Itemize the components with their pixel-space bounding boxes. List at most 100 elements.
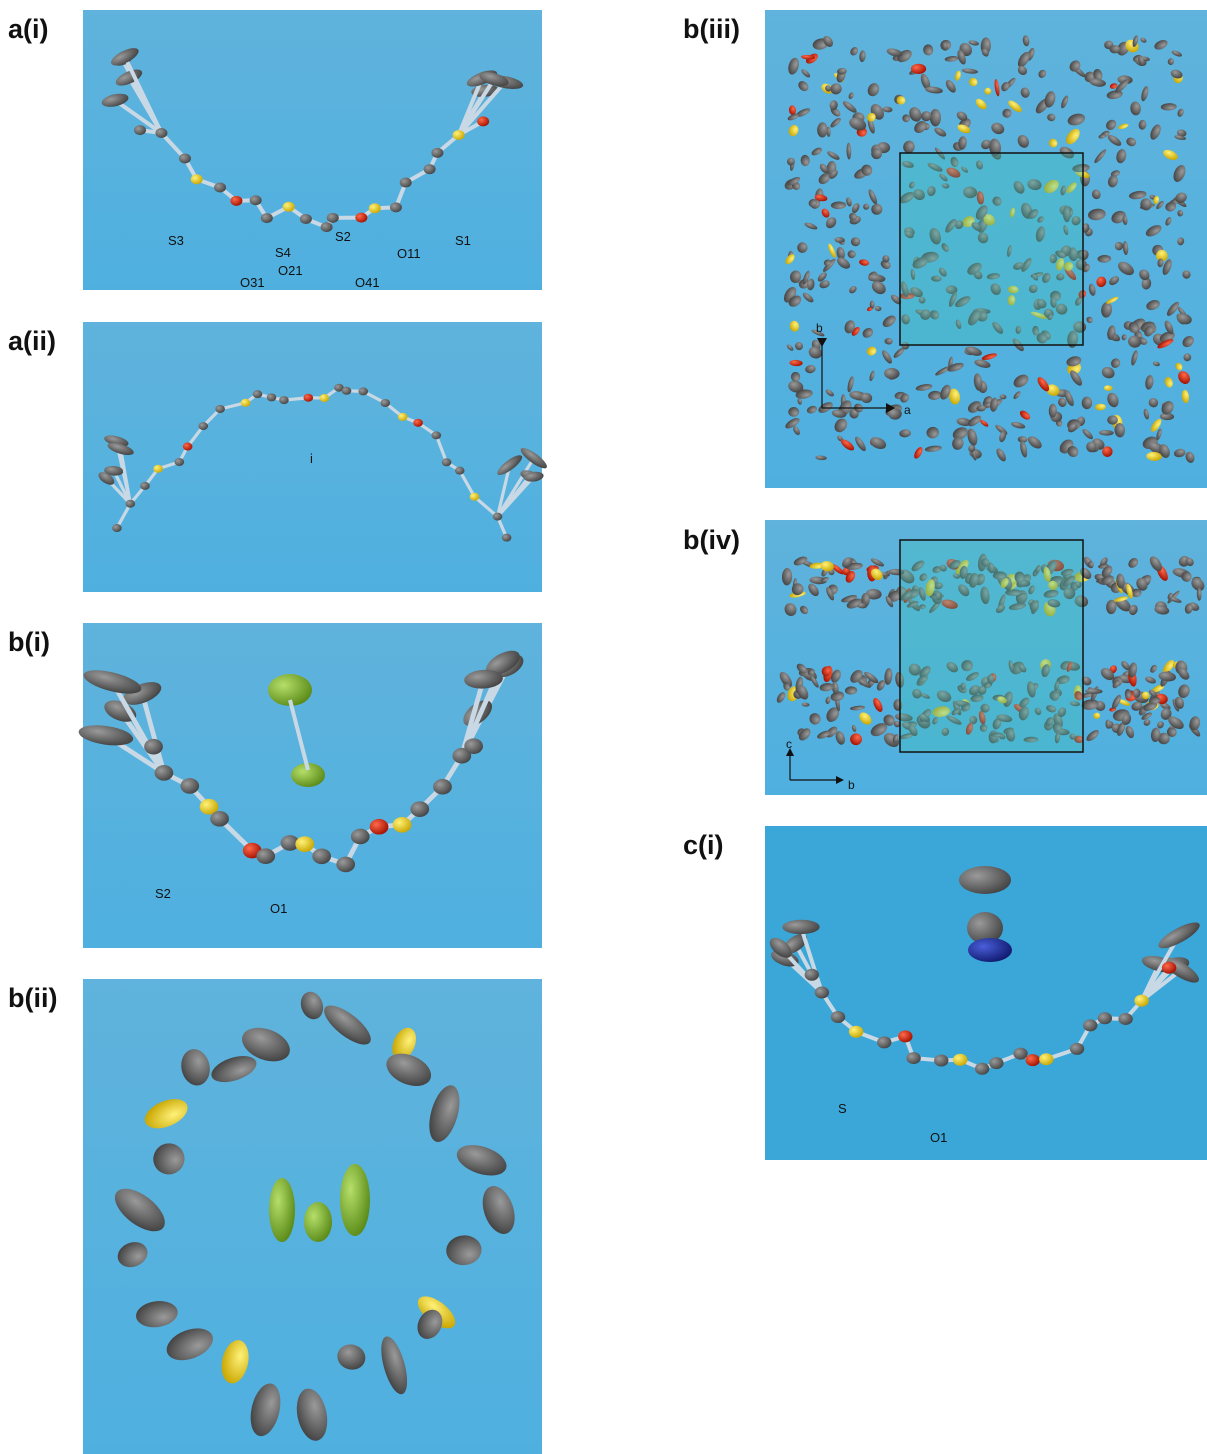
atom: [342, 387, 352, 395]
figure: a(i) a(ii) b(i) b(ii) b(iii) b(iv) c(i) …: [0, 0, 1207, 1454]
atom: [327, 213, 339, 223]
atom: [134, 125, 146, 135]
atom-label: O1: [930, 1130, 947, 1145]
atom: [180, 778, 199, 794]
atom: [369, 203, 381, 213]
atom: [934, 1055, 948, 1067]
atom: [191, 174, 203, 184]
atom: [1162, 962, 1176, 974]
atom: [1082, 397, 1093, 410]
atom: [279, 396, 289, 404]
atom-label: O41: [355, 275, 380, 290]
atom: [877, 1036, 891, 1048]
guest-atom: [968, 938, 1012, 962]
panel-label: a(i): [8, 14, 49, 44]
axis-label: b: [848, 778, 855, 792]
atom: [849, 1026, 863, 1038]
atom: [1134, 995, 1148, 1007]
atom-label: S2: [155, 886, 171, 901]
atom: [1039, 1053, 1053, 1065]
atom: [267, 393, 277, 401]
atom-label: O1: [270, 901, 287, 916]
axis-label: b: [816, 321, 823, 335]
atom: [431, 431, 441, 439]
atom: [455, 467, 465, 475]
atom: [304, 394, 314, 402]
atom: [215, 405, 225, 413]
atom: [198, 422, 208, 430]
panel-label: b(ii): [8, 983, 57, 1013]
atom: [153, 465, 163, 473]
atom: [320, 394, 330, 402]
atom: [815, 987, 829, 999]
atom: [175, 458, 185, 466]
atom: [351, 829, 370, 845]
atom: [253, 390, 263, 398]
atom: [433, 779, 452, 795]
atom: [410, 801, 429, 817]
atom-label: S4: [275, 245, 291, 260]
panel-label: c(i): [683, 830, 724, 860]
unit-cell: [900, 153, 1083, 345]
atom: [370, 819, 389, 835]
atom: [140, 482, 150, 490]
atom: [453, 130, 465, 140]
atom: [300, 214, 312, 224]
atom: [502, 534, 512, 542]
unit-cell: [900, 540, 1083, 752]
atom: [230, 196, 242, 206]
atom: [183, 443, 193, 451]
atom-label: O31: [240, 275, 265, 290]
atom: [1070, 1043, 1084, 1055]
atom: [261, 213, 273, 223]
atom: [906, 1052, 920, 1064]
guest-atom: [959, 866, 1011, 894]
atom: [975, 1063, 989, 1075]
atom: [381, 399, 391, 407]
atom: [831, 1011, 845, 1023]
atom: [214, 183, 226, 193]
atom: [1098, 1012, 1112, 1024]
atom: [431, 148, 443, 158]
atom: [355, 213, 367, 223]
atom-label: O21: [278, 263, 303, 278]
panel-label: b(iv): [683, 525, 740, 555]
atom: [250, 195, 262, 205]
atom: [805, 969, 819, 981]
atom: [393, 817, 412, 833]
atom: [1083, 1019, 1097, 1031]
atom: [126, 500, 136, 508]
atom: [210, 811, 229, 827]
atom: [413, 419, 423, 427]
atom: [283, 202, 295, 212]
atom: [470, 493, 480, 501]
atom: [1013, 1048, 1027, 1060]
atom: [321, 222, 333, 232]
atom: [398, 413, 408, 421]
atom: [112, 524, 122, 532]
atom-label: S1: [455, 233, 471, 248]
atom: [1118, 1013, 1132, 1025]
atom: [144, 739, 163, 755]
atom: [953, 1054, 967, 1066]
atom: [155, 765, 174, 781]
atom: [791, 372, 800, 382]
atom: [911, 64, 926, 74]
atom-label: S: [838, 1101, 847, 1116]
atom: [155, 128, 167, 138]
atom: [493, 513, 503, 521]
panel-label: b(i): [8, 627, 50, 657]
atom: [400, 178, 412, 188]
guest-atom: [304, 1202, 332, 1242]
panel-a-i: [83, 10, 542, 290]
atom: [477, 116, 489, 126]
atom: [424, 164, 436, 174]
atom: [1026, 1054, 1040, 1066]
atom: [989, 1057, 1003, 1069]
atom-label: O11: [397, 246, 421, 261]
atom: [898, 1030, 912, 1042]
guest-atom: [269, 1178, 295, 1242]
atom-label: i: [310, 451, 313, 466]
atom: [464, 738, 483, 754]
atom: [930, 109, 941, 127]
